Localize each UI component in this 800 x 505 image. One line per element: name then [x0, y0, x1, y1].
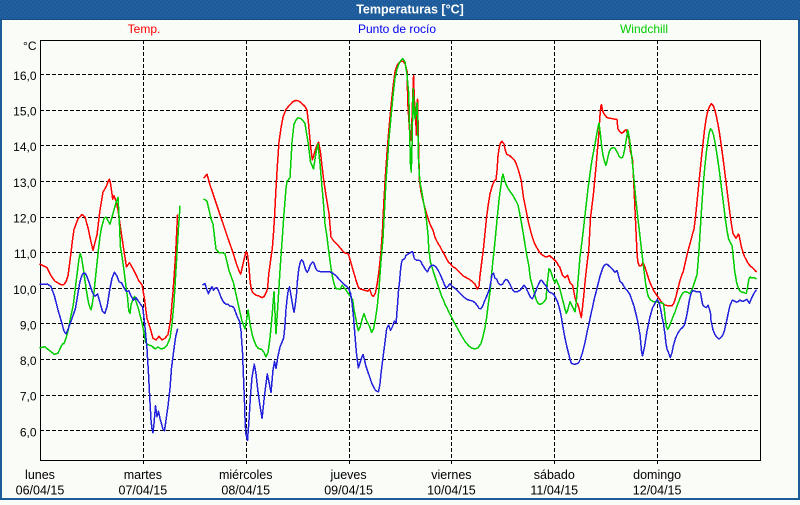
svg-text:viernes: viernes	[431, 468, 471, 482]
svg-text:sábado: sábado	[534, 468, 575, 482]
svg-text:miércoles: miércoles	[219, 468, 273, 482]
svg-text:06/04/15: 06/04/15	[16, 484, 65, 498]
svg-text:Windchill: Windchill	[620, 22, 668, 36]
svg-text:°C: °C	[23, 39, 37, 53]
svg-text:9,0: 9,0	[20, 318, 37, 332]
svg-text:domingo: domingo	[633, 468, 681, 482]
svg-text:8,0: 8,0	[20, 354, 37, 368]
svg-text:11/04/15: 11/04/15	[530, 484, 578, 498]
svg-text:09/04/15: 09/04/15	[324, 484, 373, 498]
svg-text:08/04/15: 08/04/15	[221, 484, 270, 498]
svg-text:Temperaturas [°C]: Temperaturas [°C]	[356, 3, 464, 17]
svg-text:16,0: 16,0	[13, 69, 37, 83]
svg-text:12,0: 12,0	[13, 212, 37, 226]
svg-text:13,0: 13,0	[13, 176, 37, 190]
svg-text:14,0: 14,0	[13, 140, 37, 154]
svg-text:07/04/15: 07/04/15	[119, 484, 168, 498]
svg-text:Punto de rocío: Punto de rocío	[358, 22, 436, 36]
svg-text:7,0: 7,0	[20, 390, 37, 404]
svg-text:lunes: lunes	[25, 468, 55, 482]
svg-text:jueves: jueves	[330, 468, 367, 482]
svg-text:Temp.: Temp.	[128, 22, 161, 36]
svg-text:12/04/15: 12/04/15	[633, 484, 682, 498]
svg-text:10,0: 10,0	[13, 283, 37, 297]
svg-text:6,0: 6,0	[20, 425, 37, 439]
svg-text:10/04/15: 10/04/15	[427, 484, 476, 498]
svg-text:martes: martes	[124, 468, 162, 482]
svg-text:15,0: 15,0	[13, 105, 37, 119]
svg-text:11,0: 11,0	[14, 247, 37, 261]
